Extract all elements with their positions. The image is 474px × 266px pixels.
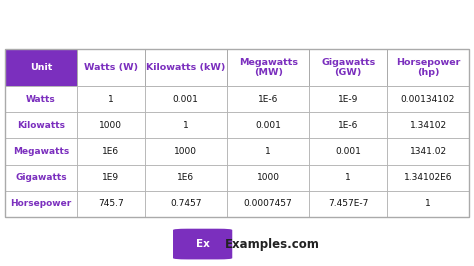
Bar	[77, 49, 145, 86]
Bar	[5, 191, 77, 217]
Text: Kilowatts: Kilowatts	[17, 121, 65, 130]
Text: 1000: 1000	[174, 147, 197, 156]
Text: 1E-6: 1E-6	[258, 95, 278, 104]
Text: Megawatts
(MW): Megawatts (MW)	[239, 58, 298, 77]
Text: 0.001: 0.001	[335, 147, 361, 156]
Bar	[77, 138, 145, 164]
Bar	[77, 86, 145, 112]
Bar	[145, 191, 227, 217]
Bar	[77, 164, 145, 191]
Text: 1: 1	[265, 147, 271, 156]
Bar	[5, 49, 77, 86]
Bar	[227, 49, 310, 86]
Bar	[387, 49, 469, 86]
Text: 1.34102E6: 1.34102E6	[404, 173, 452, 182]
Text: 1: 1	[345, 173, 351, 182]
Bar	[145, 138, 227, 164]
Text: 1000: 1000	[100, 121, 122, 130]
Text: Horsepower
(hp): Horsepower (hp)	[396, 58, 460, 77]
Bar	[5, 112, 77, 138]
FancyBboxPatch shape	[173, 229, 232, 259]
Text: Ex: Ex	[196, 239, 210, 249]
Bar	[5, 138, 77, 164]
Bar	[77, 112, 145, 138]
Bar	[387, 112, 469, 138]
Bar	[227, 86, 310, 112]
Text: 1: 1	[425, 199, 431, 208]
Bar	[5, 164, 77, 191]
Text: 1: 1	[108, 95, 114, 104]
Bar	[310, 49, 387, 86]
Bar	[310, 86, 387, 112]
Text: 1E9: 1E9	[102, 173, 119, 182]
Bar	[387, 86, 469, 112]
Text: Horsepower: Horsepower	[10, 199, 72, 208]
Bar	[387, 164, 469, 191]
Text: Megawatts: Megawatts	[13, 147, 69, 156]
Text: 1: 1	[183, 121, 189, 130]
Text: Watts (W): Watts (W)	[84, 63, 138, 72]
Bar	[145, 112, 227, 138]
Text: 1E6: 1E6	[102, 147, 119, 156]
Bar	[227, 112, 310, 138]
Text: 1000: 1000	[257, 173, 280, 182]
Text: Examples.com: Examples.com	[225, 238, 320, 251]
Bar	[387, 138, 469, 164]
Bar	[310, 112, 387, 138]
Bar	[227, 191, 310, 217]
Bar	[145, 86, 227, 112]
Text: CONVERSION OF POWER UNITS: CONVERSION OF POWER UNITS	[96, 16, 378, 31]
Text: 0.001: 0.001	[173, 95, 199, 104]
Text: 1E-9: 1E-9	[338, 95, 358, 104]
Bar	[310, 138, 387, 164]
Text: 1341.02: 1341.02	[410, 147, 447, 156]
Text: 0.7457: 0.7457	[170, 199, 201, 208]
Bar	[227, 164, 310, 191]
Text: 7.457E-7: 7.457E-7	[328, 199, 368, 208]
Text: 0.00134102: 0.00134102	[401, 95, 455, 104]
Text: Gigawatts
(GW): Gigawatts (GW)	[321, 58, 375, 77]
Text: Unit: Unit	[30, 63, 52, 72]
Text: 1.34102: 1.34102	[410, 121, 447, 130]
Text: 745.7: 745.7	[98, 199, 124, 208]
Text: Kilowatts (kW): Kilowatts (kW)	[146, 63, 226, 72]
Text: 0.0007457: 0.0007457	[244, 199, 292, 208]
Text: Gigawatts: Gigawatts	[15, 173, 67, 182]
Bar	[310, 164, 387, 191]
Bar	[387, 191, 469, 217]
Text: 0.001: 0.001	[255, 121, 281, 130]
Text: 1E-6: 1E-6	[338, 121, 358, 130]
Bar	[77, 191, 145, 217]
Bar	[310, 191, 387, 217]
Bar	[145, 164, 227, 191]
Text: Watts: Watts	[26, 95, 56, 104]
Text: 1E6: 1E6	[177, 173, 194, 182]
Bar	[5, 86, 77, 112]
Bar	[227, 138, 310, 164]
Bar	[145, 49, 227, 86]
